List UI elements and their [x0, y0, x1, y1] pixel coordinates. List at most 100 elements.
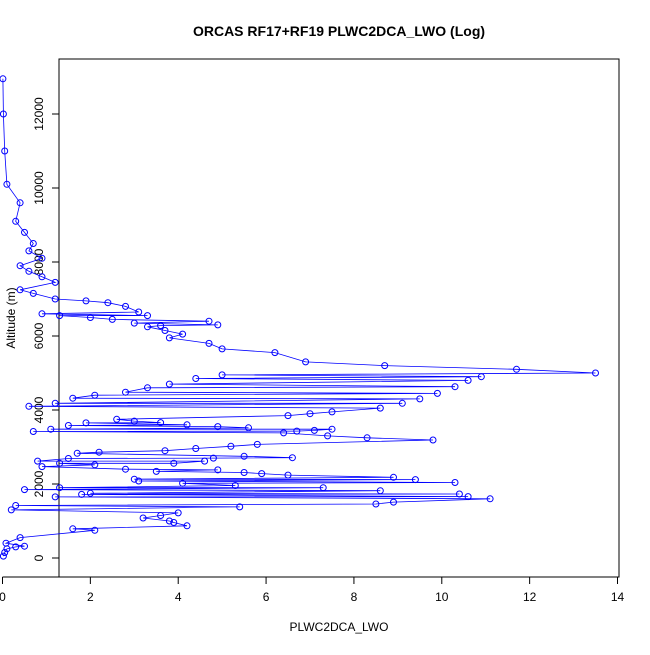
data-point — [486, 495, 494, 503]
data-point — [135, 308, 143, 316]
data-point — [29, 240, 37, 247]
data-point — [0, 110, 7, 118]
data-point — [82, 297, 90, 305]
data-point — [122, 302, 129, 310]
data-point — [144, 312, 151, 320]
data-point — [284, 412, 292, 420]
x-axis-label: PLWC2DCA_LWO — [290, 620, 389, 634]
data-point — [139, 514, 147, 522]
data-point — [38, 254, 46, 262]
data-point — [25, 267, 33, 275]
data-point — [592, 369, 599, 377]
data-point — [38, 463, 46, 471]
data-point — [451, 383, 459, 391]
y-tick-label: 12000 — [32, 97, 46, 131]
data-point — [455, 490, 463, 498]
data-point — [258, 470, 266, 478]
data-point — [69, 525, 77, 533]
data-point — [376, 404, 384, 412]
data-point — [165, 334, 173, 342]
data-point — [165, 517, 173, 525]
data-point — [78, 490, 86, 498]
data-point — [284, 471, 292, 479]
data-series — [0, 75, 599, 560]
data-point — [130, 417, 138, 425]
data-point — [21, 228, 28, 236]
data-point — [324, 432, 332, 440]
data-point — [293, 427, 301, 435]
data-point — [1, 549, 9, 556]
x-tick-label: 4 — [175, 590, 182, 604]
data-point — [12, 217, 20, 225]
data-point — [245, 424, 252, 432]
data-point — [29, 289, 37, 297]
data-point — [0, 75, 7, 83]
data-point — [21, 542, 28, 550]
data-point — [477, 373, 485, 381]
data-point — [1, 147, 9, 155]
data-point — [95, 448, 103, 456]
data-point — [130, 319, 138, 327]
data-point — [319, 484, 327, 492]
data-point — [363, 434, 371, 442]
data-point — [12, 543, 20, 551]
y-axis-label: Altitude (m) — [4, 287, 18, 348]
y-tick-label: 4000 — [32, 396, 46, 423]
data-point — [310, 426, 318, 434]
data-point — [130, 475, 138, 483]
plot-frame — [58, 58, 620, 578]
data-point — [16, 199, 24, 207]
data-point — [170, 519, 178, 526]
data-point — [56, 459, 64, 467]
data-point — [16, 534, 24, 542]
data-point — [214, 466, 222, 474]
data-point — [170, 459, 178, 467]
axes: 0 2 4 6 8 10 12 14 0 2000 4000 6000 8000 10000 12000 — [0, 97, 624, 604]
data-point — [86, 314, 94, 321]
data-point — [69, 394, 77, 402]
data-point — [73, 449, 81, 457]
x-tick-label: 6 — [263, 590, 270, 604]
data-point — [91, 391, 99, 399]
y-tick-label: 6000 — [32, 322, 46, 349]
data-point — [34, 457, 42, 465]
data-point — [157, 419, 165, 427]
data-point — [390, 498, 397, 506]
data-point — [271, 349, 279, 357]
data-point — [38, 273, 46, 281]
data-point — [306, 410, 314, 418]
data-point — [144, 323, 151, 331]
data-point — [7, 506, 15, 514]
data-point — [390, 473, 397, 481]
data-point — [12, 502, 20, 509]
data-point — [280, 429, 288, 437]
data-point — [0, 552, 7, 560]
x-tick-label: 8 — [351, 590, 358, 604]
data-point — [86, 489, 94, 497]
data-point — [16, 262, 24, 270]
data-point — [104, 299, 112, 307]
data-point — [218, 371, 226, 379]
data-point — [179, 330, 187, 338]
data-point — [91, 526, 99, 534]
data-point — [227, 442, 235, 450]
data-point — [51, 278, 59, 286]
data-point — [122, 465, 129, 473]
data-point — [29, 428, 37, 435]
data-point — [240, 452, 248, 460]
data-point — [201, 457, 209, 465]
data-point — [144, 384, 151, 392]
data-point — [451, 479, 459, 486]
data-point — [165, 380, 173, 388]
data-point — [152, 467, 160, 475]
data-point — [135, 477, 143, 485]
data-point — [192, 375, 200, 382]
data-point — [25, 402, 33, 410]
data-point — [91, 461, 99, 469]
y-tick-label: 10000 — [32, 171, 46, 205]
data-point — [381, 362, 389, 370]
data-point — [51, 295, 59, 303]
data-point — [218, 345, 226, 353]
x-tick-label: 0 — [0, 590, 6, 604]
